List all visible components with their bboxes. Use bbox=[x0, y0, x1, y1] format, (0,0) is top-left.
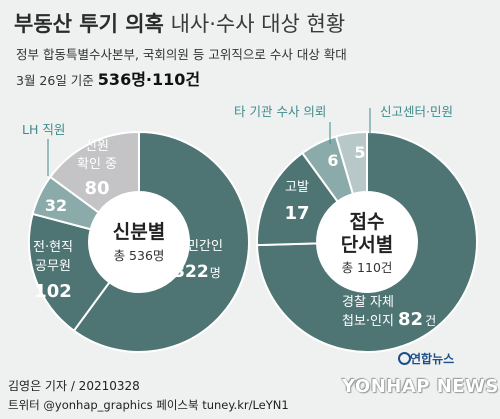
yonhap-logo-icon bbox=[398, 352, 411, 365]
value-minganin-unit: 명 bbox=[210, 266, 221, 280]
value-police-unit: 건 bbox=[425, 314, 436, 328]
title-light: 내사·수사 대상 현황 bbox=[170, 12, 346, 36]
subtitle: 정부 합동특별수사본부, 국회의원 등 고위직으로 수사 대상 확대 bbox=[16, 47, 347, 62]
left-center-label: 신분별 bbox=[113, 221, 165, 243]
label-sinwon2: 확인 중 bbox=[77, 157, 117, 172]
value-minganin: 322명 bbox=[173, 262, 221, 282]
date-prefix: 3월 26일 기준 bbox=[16, 73, 94, 88]
label-sinwon1: 신원 bbox=[85, 139, 109, 154]
label-gongmuwon: 공무원 bbox=[35, 259, 71, 274]
left-donut bbox=[28, 130, 250, 353]
date-totals: 536명·110건 bbox=[97, 70, 201, 89]
left-center-total: 총 536명 bbox=[114, 248, 165, 263]
label-gobal: 고발 bbox=[285, 180, 309, 195]
value-minganin-num: 322 bbox=[173, 262, 209, 282]
social-line: 트위터 @yonhap_graphics 페이스북 tuney.kr/LeYN1 bbox=[8, 398, 289, 412]
label-lh: LH 직원 bbox=[22, 122, 65, 137]
right-donut-center bbox=[317, 192, 417, 292]
label-tagigwan: 타 기관 수사 의뢰 bbox=[234, 104, 326, 119]
label-jeon: 전·현직 bbox=[33, 240, 73, 255]
logo-korean: 연합뉴스 bbox=[410, 352, 455, 366]
chart-title: 부동산 투기 의혹 내사·수사 대상 현황 bbox=[14, 8, 345, 38]
credit-line: 김영은 기자 / 20210328 bbox=[8, 379, 140, 393]
value-gobal: 17 bbox=[284, 203, 309, 224]
right-center-label-1: 접수 bbox=[350, 211, 385, 233]
value-tagigwan: 6 bbox=[327, 151, 338, 170]
label-police2: 첩보·인지 bbox=[342, 314, 394, 329]
right-center-label-2: 단서별 bbox=[341, 234, 393, 256]
title-bold: 부동산 투기 의혹 bbox=[14, 12, 164, 36]
value-police-num: 82 bbox=[398, 309, 423, 330]
label-police1: 경찰 자체 bbox=[342, 295, 394, 310]
value-singo: 5 bbox=[354, 143, 365, 162]
value-lh: 32 bbox=[45, 196, 67, 215]
value-police: 82 건 bbox=[398, 309, 436, 330]
left-donut-center bbox=[89, 192, 189, 292]
label-minganin: 민간인 bbox=[187, 239, 223, 254]
right-center-total: 총 110건 bbox=[342, 260, 393, 275]
value-sinwon: 80 bbox=[84, 178, 109, 199]
value-gongmuwon: 102 bbox=[34, 281, 72, 302]
date-line: 3월 26일 기준 536명·110건 bbox=[16, 66, 200, 90]
logo-english: YONHAP NEWS bbox=[342, 376, 499, 397]
label-singo: 신고센터·민원 bbox=[380, 104, 453, 119]
